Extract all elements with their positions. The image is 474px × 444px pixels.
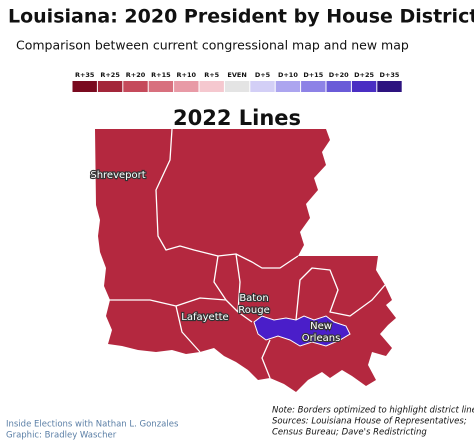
credits: Inside Elections with Nathan L. Gonzales… — [6, 420, 179, 441]
notes: Note: Borders optimized to highlight dis… — [272, 406, 474, 438]
district-border — [175, 305, 201, 353]
district-border — [235, 253, 241, 313]
district-border — [155, 128, 299, 269]
city-label: Orleans — [302, 333, 341, 344]
note: Note: Borders optimized to highlight dis… — [272, 406, 474, 416]
city-label: New — [310, 321, 332, 332]
district-border — [261, 339, 271, 379]
legend-label: D+5 — [255, 71, 271, 79]
district-border — [295, 267, 386, 321]
legend: R+35 R+25 R+20 R+15 R+10 R+5 EVEN D+5 D+10 D+15 D+… — [72, 71, 402, 92]
legend-label: R+15 — [151, 71, 171, 79]
legend-swatch — [72, 81, 97, 92]
highlight-district — [253, 315, 351, 347]
legend-swatch — [326, 81, 351, 92]
legend-swatch — [148, 81, 174, 92]
legend-swatch — [123, 81, 148, 92]
legend-label: R+25 — [100, 71, 120, 79]
legend-label: D+20 — [329, 71, 349, 79]
city-label: Lafayette — [181, 312, 228, 323]
legend-swatch — [301, 81, 326, 92]
credit: Inside Elections with Nathan L. Gonzales — [6, 420, 179, 430]
legend-label: D+35 — [380, 71, 400, 79]
legend-label: R+35 — [75, 71, 95, 79]
city-label: Baton — [239, 293, 268, 304]
legend-label: D+10 — [278, 71, 298, 79]
title: Louisiana: 2020 President by House Distr… — [8, 6, 474, 28]
legend-swatch — [224, 81, 250, 92]
legend-label: R+20 — [126, 71, 146, 79]
legend-swatch — [97, 81, 123, 92]
legend-swatch — [351, 81, 377, 92]
subtitle: Comparison between current congressional… — [16, 38, 409, 53]
legend-swatch — [174, 81, 199, 92]
note: Census Bureau; Dave's Redistricting — [272, 428, 427, 438]
legend-swatch — [250, 81, 275, 92]
map-title: 2022 Lines — [173, 106, 301, 130]
legend-label: D+15 — [303, 71, 323, 79]
state-map — [95, 128, 396, 392]
credit: Graphic: Bradley Wascher — [6, 431, 117, 441]
legend-swatch — [275, 81, 301, 92]
legend-label: EVEN — [227, 71, 246, 79]
legend-label: D+25 — [354, 71, 374, 79]
legend-swatch — [377, 81, 402, 92]
legend-swatch — [199, 81, 224, 92]
legend-label: R+10 — [177, 71, 197, 79]
state-outline — [95, 129, 396, 392]
district-border — [213, 255, 227, 301]
legend-label: R+5 — [204, 71, 219, 79]
note: Sources: Louisiana House of Representati… — [272, 417, 467, 427]
city-label: Rouge — [238, 305, 269, 316]
city-label: Shreveport — [90, 170, 145, 181]
